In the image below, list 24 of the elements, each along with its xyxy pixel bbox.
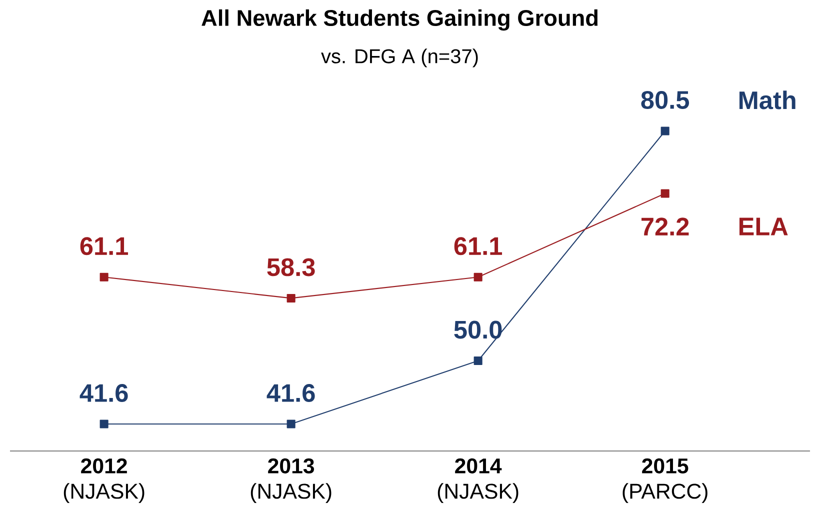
x-tick-label: 2012 (NJASK) (64, 458, 144, 504)
point (286, 294, 296, 302)
data-label: 72.2 (642, 218, 689, 236)
data-label: 80.5 (641, 91, 690, 109)
data-label: 61.1 (80, 237, 128, 256)
x-tick-label: 2013 (NJASK) (250, 458, 332, 504)
point (474, 272, 482, 282)
data-label: 58.3 (267, 258, 315, 276)
text: ELA (739, 218, 788, 236)
point (100, 272, 108, 282)
point (660, 126, 670, 136)
point (100, 420, 108, 428)
point (474, 356, 482, 366)
chart-subtitle: vs. DFG A (n=37) (321, 48, 478, 68)
data-label: 50.0 (454, 320, 502, 339)
data-label: 61.1 (454, 237, 502, 256)
data-label: 41.6 (80, 384, 128, 402)
x-tick-label: 2014 (NJASK) (438, 458, 518, 504)
text: Math (739, 90, 796, 110)
chart-title: All Newark Students Gaining Ground (202, 9, 598, 31)
data-label: 41.6 (266, 384, 315, 402)
point (660, 189, 670, 198)
point (286, 420, 296, 428)
x-tick-label: 2015 (PARCC) (622, 458, 708, 504)
